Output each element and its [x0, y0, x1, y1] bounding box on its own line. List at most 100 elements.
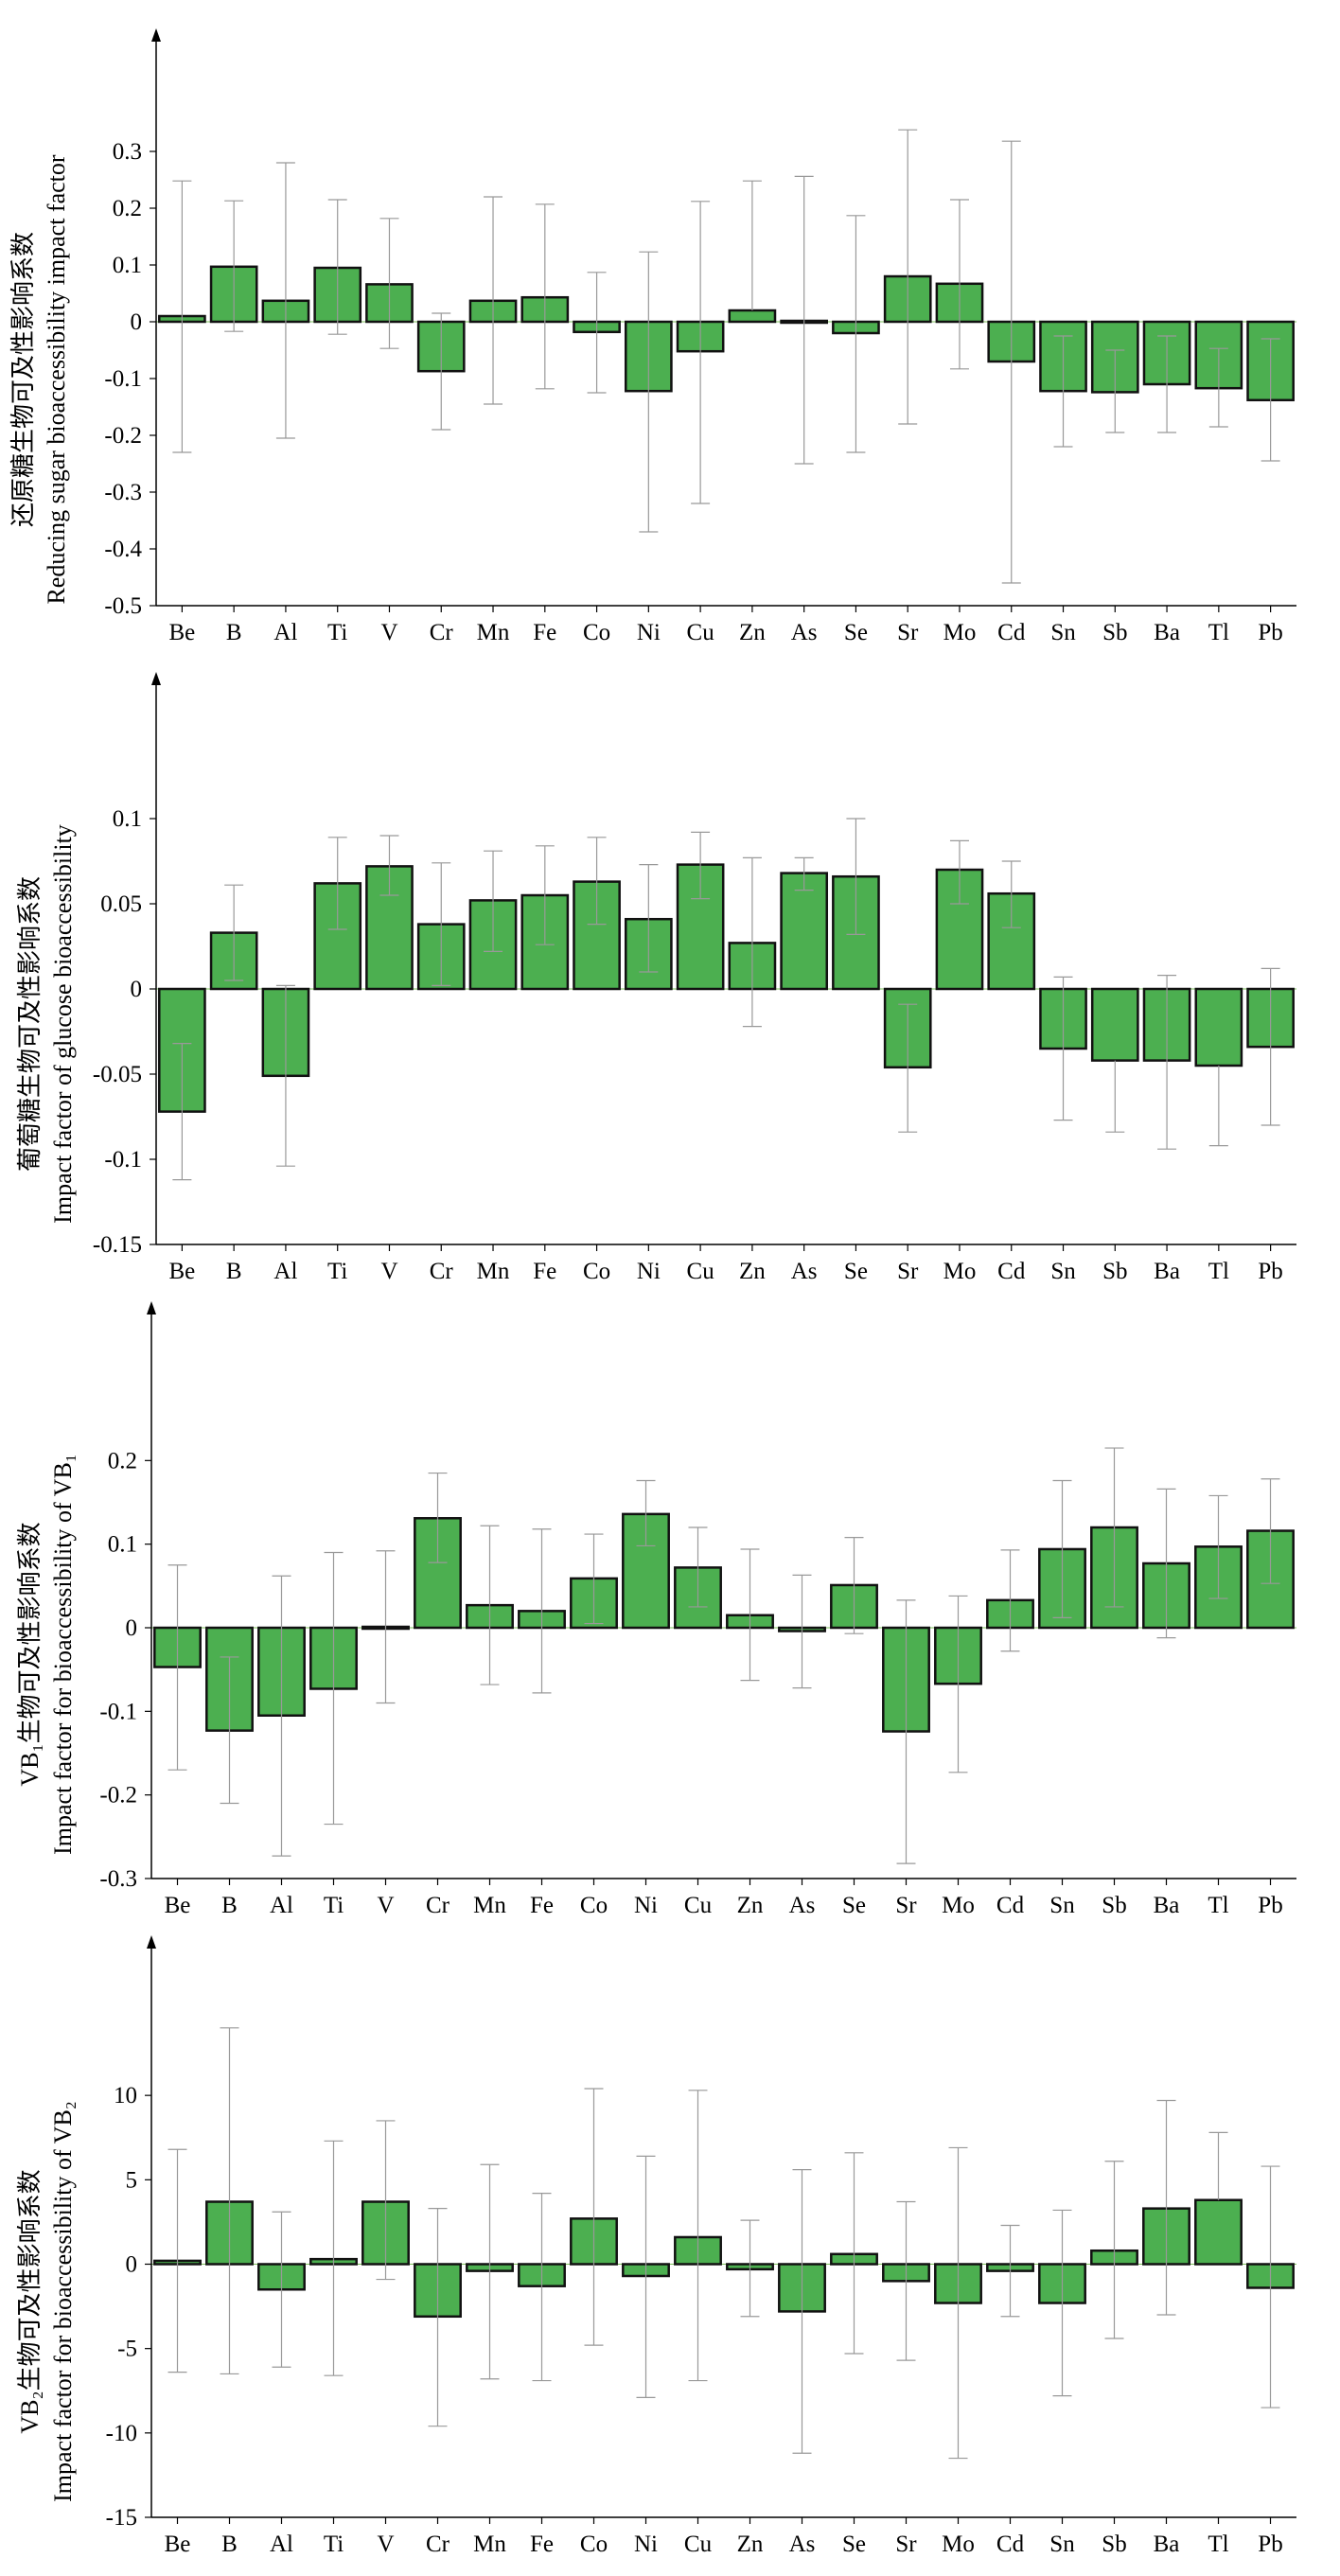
x-tick-label-cr: Cr — [430, 1259, 454, 1284]
x-tick-label-be: Be — [165, 2532, 191, 2557]
error-bar-b — [220, 2027, 239, 2375]
y-tick-label: 0.1 — [113, 253, 142, 278]
y-tick-label: -0.15 — [93, 1232, 142, 1258]
x-tick-label-co: Co — [580, 2532, 608, 2557]
error-bar-v — [379, 218, 399, 349]
x-tick-label-zn: Zn — [739, 620, 766, 645]
x-tick-label-cd: Cd — [996, 1893, 1025, 1918]
error-bar-tl — [1208, 2131, 1228, 2200]
error-bar-ti — [327, 837, 347, 930]
error-bar-mo — [949, 839, 969, 905]
y-tick-label: -0.2 — [104, 423, 142, 449]
error-bar-as — [794, 856, 814, 891]
x-tick-label-ti: Ti — [327, 1259, 347, 1284]
error-bar-be — [172, 1042, 192, 1181]
y-tick-label: -10 — [106, 2421, 137, 2446]
error-bar-mn — [484, 196, 503, 405]
y-tick-label: 0.2 — [108, 1448, 137, 1473]
error-bar-mn — [484, 850, 503, 953]
x-tick-label-co: Co — [583, 1259, 610, 1284]
y-tick-label: -0.4 — [104, 537, 142, 562]
y-tick-label: -0.1 — [104, 366, 142, 392]
error-bar-sb — [1105, 1060, 1125, 1133]
vb1-chart: VB₁生物可及性影响系数 Impact factor for bioaccess… — [16, 1301, 1296, 1918]
y-tick-label: -5 — [117, 2337, 137, 2362]
y-axis-arrow — [147, 1301, 156, 1314]
y-axis-label-en: Impact factor for bioaccessibility of VB… — [49, 1454, 77, 1855]
error-bar-al — [272, 2211, 291, 2368]
x-tick-label-cr: Cr — [430, 620, 454, 645]
error-bar-mo — [948, 1595, 968, 1773]
error-bar-ni — [639, 863, 659, 973]
x-tick-label-se: Se — [844, 620, 868, 645]
error-bar-ni — [636, 1479, 656, 1547]
x-tick-label-cu: Cu — [684, 1893, 713, 1918]
y-axis-label-cn: 葡萄糖生物可及性影响系数 — [16, 876, 44, 1172]
error-bar-ba — [1156, 2099, 1176, 2316]
x-tick-label-sr: Sr — [895, 1893, 917, 1918]
error-bar-pb — [1261, 338, 1280, 462]
y-tick-label: 0.1 — [108, 1532, 137, 1558]
x-tick-label-tl: Tl — [1208, 1893, 1228, 1918]
x-tick-label-sr: Sr — [895, 2532, 917, 2557]
x-tick-label-sb: Sb — [1102, 620, 1127, 645]
x-tick-label-cd: Cd — [996, 2532, 1025, 2557]
x-tick-label-as: As — [789, 2532, 816, 2557]
error-bar-pb — [1261, 967, 1280, 1126]
error-bar-sr — [898, 1003, 918, 1133]
y-tick-label: -0.1 — [104, 1147, 142, 1173]
x-tick-label-se: Se — [844, 1259, 868, 1284]
y-tick-label: 0.2 — [113, 196, 142, 221]
error-bar-co — [584, 1533, 604, 1625]
x-tick-label-cr: Cr — [426, 1893, 450, 1918]
x-tick-label-sn: Sn — [1050, 1259, 1076, 1284]
error-bar-cr — [432, 312, 451, 431]
error-bar-se — [844, 1536, 864, 1634]
error-bar-cr — [432, 862, 451, 987]
x-tick-label-sb: Sb — [1102, 1259, 1127, 1284]
x-tick-label-fe: Fe — [533, 1259, 556, 1284]
x-tick-label-sn: Sn — [1049, 2532, 1075, 2557]
x-tick-label-b: B — [221, 2532, 238, 2557]
reducing-sugar-chart: 还原糖生物可及性影响系数 Reducing sugar bioaccessibi… — [9, 28, 1296, 645]
x-tick-label-fe: Fe — [530, 1893, 554, 1918]
x-tick-label-cd: Cd — [997, 620, 1026, 645]
y-tick-label: -0.2 — [99, 1783, 137, 1808]
error-bar-mn — [480, 1525, 500, 1685]
x-tick-label-sr: Sr — [897, 1259, 919, 1284]
error-bar-be — [172, 180, 192, 453]
y-tick-label: 0 — [131, 977, 143, 1002]
x-tick-label-ni: Ni — [637, 620, 661, 645]
y-axis-arrow — [147, 1935, 156, 1949]
glucose-chart: 葡萄糖生物可及性影响系数 Impact factor of glucose bi… — [16, 672, 1296, 1284]
x-tick-label-mo: Mo — [943, 620, 977, 645]
x-tick-label-as: As — [789, 1893, 816, 1918]
error-bar-pb — [1261, 2165, 1280, 2408]
x-tick-label-b: B — [226, 620, 242, 645]
error-bar-b — [220, 1656, 239, 1805]
error-bar-ba — [1156, 1488, 1176, 1639]
error-bar-zn — [742, 180, 762, 310]
x-tick-label-zn: Zn — [737, 2532, 764, 2557]
x-tick-label-al: Al — [273, 1259, 297, 1284]
x-tick-label-be: Be — [168, 620, 195, 645]
x-tick-label-v: V — [377, 1893, 394, 1918]
x-tick-label-zn: Zn — [739, 1259, 766, 1284]
x-tick-label-be: Be — [165, 1893, 191, 1918]
x-tick-label-ni: Ni — [634, 1893, 658, 1918]
x-tick-label-mo: Mo — [942, 2532, 975, 2557]
error-bar-cd — [1000, 2224, 1020, 2318]
x-tick-label-zn: Zn — [737, 1893, 764, 1918]
x-tick-label-ba: Ba — [1154, 2532, 1180, 2557]
x-tick-label-cu: Cu — [687, 620, 715, 645]
error-bar-ni — [636, 2155, 656, 2398]
bar-ni — [622, 1512, 670, 1630]
x-tick-label-mo: Mo — [942, 1893, 975, 1918]
error-bar-al — [272, 1575, 291, 1857]
error-bar-b — [224, 200, 244, 332]
error-bar-ti — [327, 199, 347, 335]
y-axis-label-en: Impact factor for bioaccessibility of VB… — [49, 2101, 77, 2502]
error-bar-as — [792, 1574, 812, 1689]
x-tick-label-sb: Sb — [1102, 1893, 1126, 1918]
error-bar-cr — [428, 1472, 448, 1563]
